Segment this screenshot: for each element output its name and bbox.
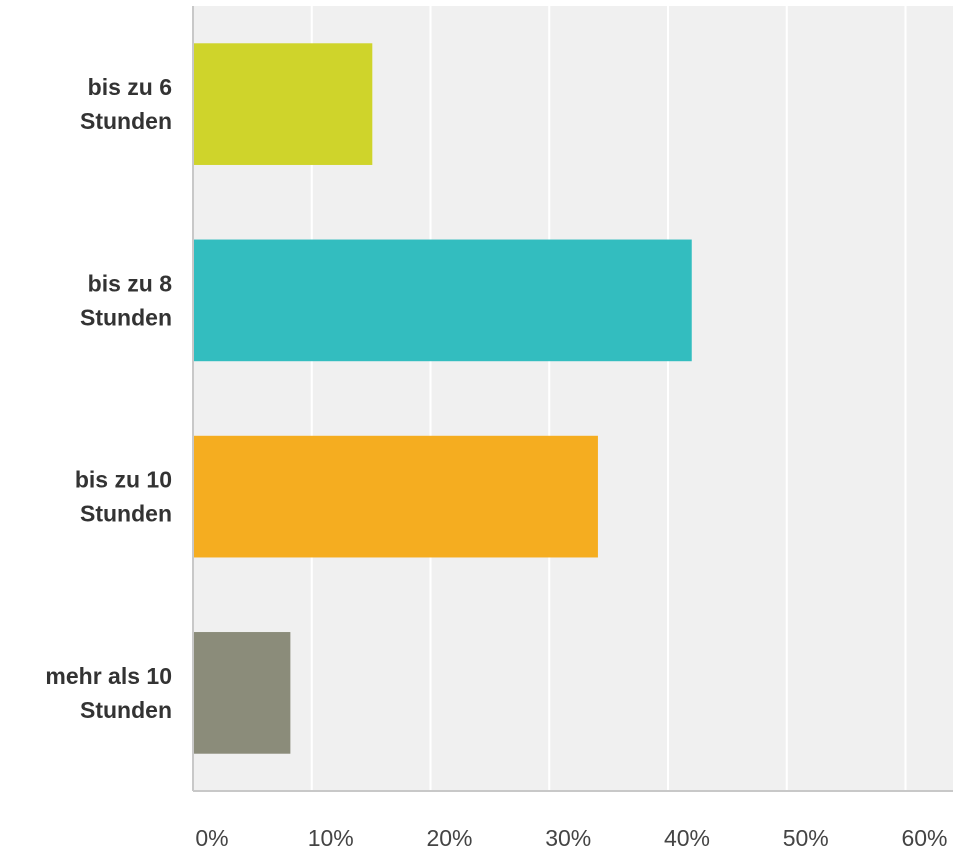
category-label: bis zu 8 [88,270,173,296]
x-tick-label: 60% [901,825,947,851]
bar [194,239,692,362]
x-tick-label: 10% [308,825,354,851]
category-label: Stunden [80,108,172,134]
bar [194,435,598,558]
category-label: bis zu 10 [75,467,172,493]
x-tick-label: 0% [195,825,228,851]
category-labels: bis zu 6 Stunden bis zu 8 Stunden bis zu 10 S… [45,74,172,723]
category-label: Stunden [80,697,172,723]
category-label: Stunden [80,304,172,330]
x-tick-label: 30% [545,825,591,851]
x-tick-label: 20% [426,825,472,851]
category-label: mehr als 10 [45,663,172,689]
x-tick-label: 50% [783,825,829,851]
bar [194,632,291,754]
x-tick-labels: 0% 10% 20% 30% 40% 50% 60% [195,825,947,851]
bar [194,43,373,165]
category-label: Stunden [80,501,172,527]
bars [194,43,692,754]
x-tick-label: 40% [664,825,710,851]
category-label: bis zu 6 [88,74,172,100]
